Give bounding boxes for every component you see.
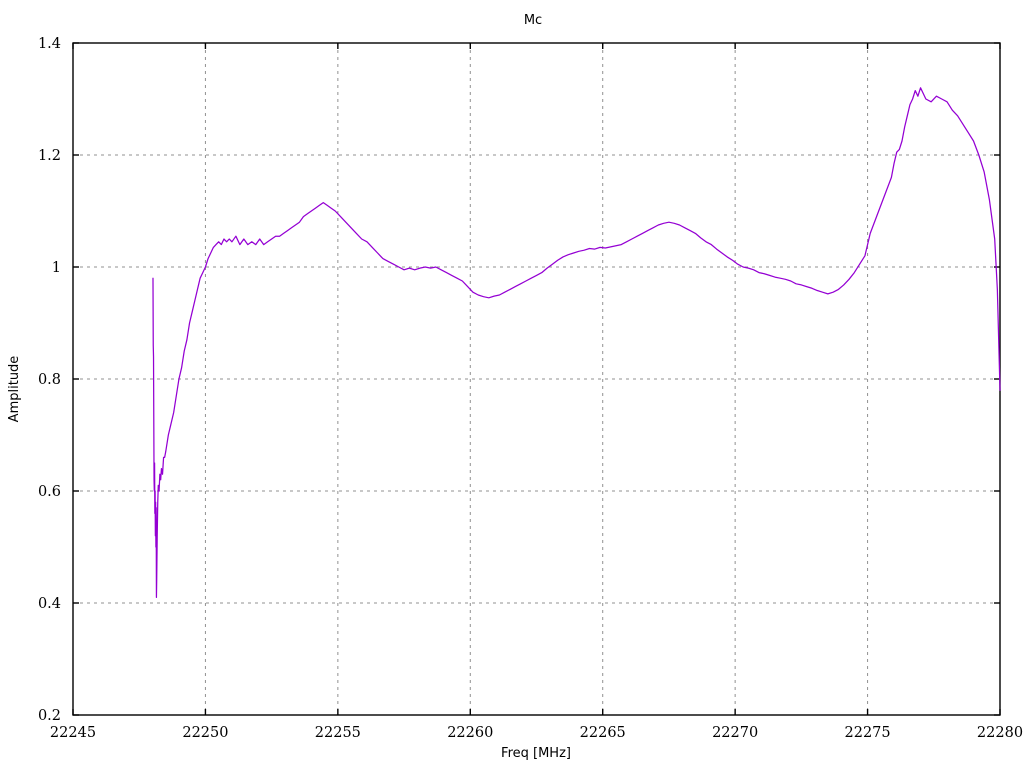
grid-lines <box>73 43 1000 715</box>
x-tick-label: 22265 <box>580 725 626 741</box>
chart-title: Mc <box>524 13 542 28</box>
y-tick-labels: 0.2 0.4 0.6 0.8 1 1.2 1.4 <box>38 36 61 724</box>
x-tick-label: 22250 <box>182 725 228 741</box>
x-tick-labels: 22245 22250 22255 22260 22265 22270 22275 22280 <box>50 725 1023 741</box>
y-tick-label: 0.6 <box>38 484 61 500</box>
x-tick-label: 22255 <box>315 725 361 741</box>
data-series <box>152 87 1001 599</box>
y-axis-title: Amplitude <box>7 356 22 423</box>
data-line-mc <box>152 87 1001 599</box>
y-tick-label: 0.4 <box>38 596 61 612</box>
y-tick-label: 0.8 <box>38 372 61 388</box>
y-tick-label: 0.2 <box>38 708 61 724</box>
x-tick-label: 22260 <box>447 725 493 741</box>
y-tick-label: 1.2 <box>38 148 61 164</box>
x-tick-label: 22245 <box>50 725 96 741</box>
y-tick-label: 1 <box>52 260 61 276</box>
x-tick-label: 22275 <box>845 725 891 741</box>
x-tick-label: 22270 <box>712 725 758 741</box>
x-tick-label: 22280 <box>977 725 1023 741</box>
tick-marks <box>72 42 1001 716</box>
y-tick-label: 1.4 <box>38 36 61 52</box>
x-axis-title: Freq [MHz] <box>501 746 571 761</box>
